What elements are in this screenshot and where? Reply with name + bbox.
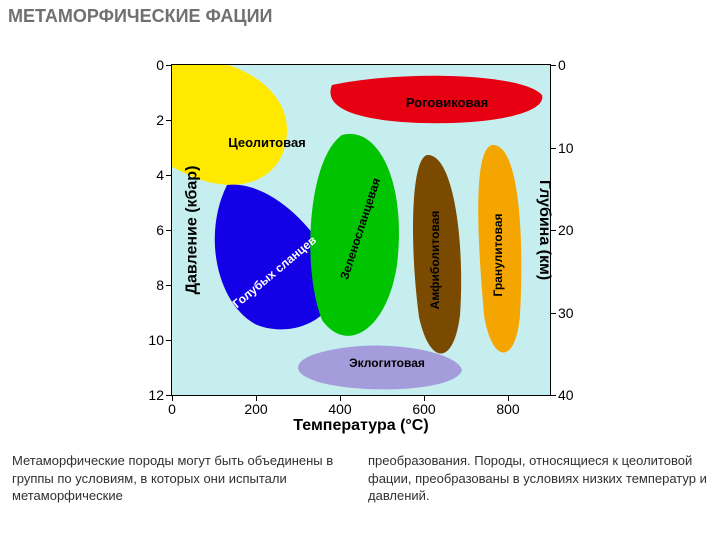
plot-area: ЦеолитоваяРоговиковаяГолубых сланцевЗеле… [172,65,550,395]
axis-tick: 400 [328,401,351,417]
axis-tick: 10 [148,332,164,348]
tick-mark [256,395,257,401]
tick-mark [166,120,172,121]
caption-col-2: преобразования. Породы, относящиеся к це… [368,452,708,505]
axis-tick: 12 [148,387,164,403]
tick-mark [166,340,172,341]
tick-mark [550,313,556,314]
tick-mark [166,230,172,231]
tick-mark [340,395,341,401]
axis-tick: 40 [558,387,574,403]
tick-mark [550,65,556,66]
axis-tick: 8 [156,277,164,293]
plot-svg: ЦеолитоваяРоговиковаяГолубых сланцевЗеле… [172,65,550,395]
tick-mark [550,230,556,231]
axis-tick: 10 [558,140,574,156]
axis-tick: 0 [558,57,566,73]
facies-label-Эклогитовая: Эклогитовая [349,356,425,370]
y-left-axis-label: Давление (кбар) [183,166,201,295]
facies-label-Цеолитовая: Цеолитовая [228,135,306,150]
axis-tick: 800 [496,401,519,417]
facies-label-Гранулитовая: Гранулитовая [491,213,505,296]
tick-mark [508,395,509,401]
axis-tick: 20 [558,222,574,238]
axis-tick: 600 [412,401,435,417]
tick-mark [550,395,556,396]
tick-mark [172,395,173,401]
tick-mark [166,175,172,176]
tick-mark [166,65,172,66]
x-axis-label: Температура (°C) [293,417,428,435]
axis-tick: 30 [558,305,574,321]
facies-chart: ЦеолитоваяРоговиковаяГолубых сланцевЗеле… [110,55,610,435]
axis-tick: 0 [156,57,164,73]
caption-col-1: Метаморфические породы могут быть объеди… [12,452,352,505]
tick-mark [550,148,556,149]
axis-tick: 0 [168,401,176,417]
facies-label-Амфиболитовая: Амфиболитовая [428,211,442,310]
axis-tick: 6 [156,222,164,238]
facies-label-Роговиковая: Роговиковая [406,95,488,110]
axis-tick: 200 [244,401,267,417]
page-title: МЕТАМОРФИЧЕСКИЕ ФАЦИИ [8,6,720,27]
axis-tick: 2 [156,112,164,128]
axis-tick: 4 [156,167,164,183]
tick-mark [166,285,172,286]
tick-mark [424,395,425,401]
